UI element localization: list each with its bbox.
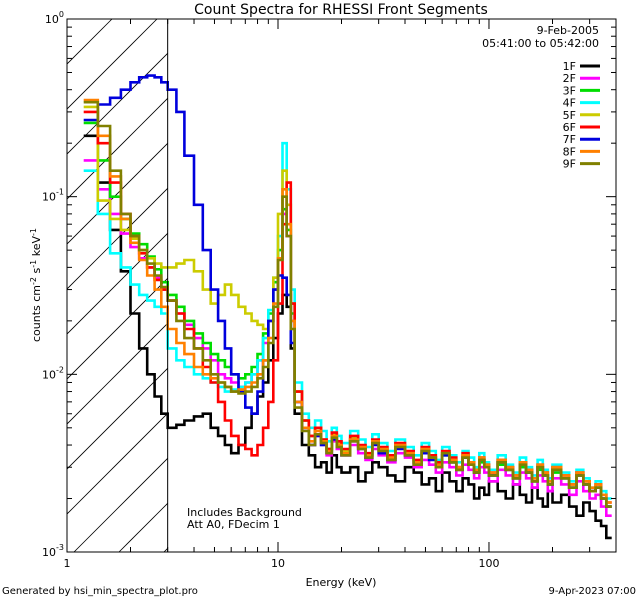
y-tick-label: 10-1 <box>42 188 64 204</box>
series-2F-line <box>83 159 612 517</box>
legend-label-3F: 3F <box>563 84 576 97</box>
date-header: 9-Feb-2005 05:41:00 to 05:42:00 <box>482 24 599 50</box>
x-tick-label: 1 <box>64 557 71 570</box>
y-tick-labels: 100 10-1 10-2 10-3 <box>42 10 64 559</box>
legend-label-4F: 4F <box>563 97 576 110</box>
series-1F-line <box>83 134 612 540</box>
hatch-line <box>67 232 168 335</box>
footer-timestamp: 9-Apr-2023 07:00 <box>548 586 636 597</box>
x-axis-label: Energy (keV) <box>306 576 377 589</box>
footer-generated-by: Generated by hsi_min_spectra_plot.pro <box>2 586 198 597</box>
series-layer <box>83 74 612 540</box>
series-4F-line <box>83 141 612 500</box>
legend-label-2F: 2F <box>563 72 576 85</box>
hatch-line <box>67 412 168 515</box>
hatch-line <box>73 457 168 552</box>
legend-label-5F: 5F <box>563 109 576 122</box>
x-tick-label: 100 <box>478 557 499 570</box>
hatch-line <box>67 19 158 110</box>
hatch-line <box>67 97 168 200</box>
series-9F-line <box>83 100 612 508</box>
annotation-attenuator: Att A0, FDecim 1 <box>187 518 280 531</box>
y-tick-label: 10-2 <box>42 365 64 381</box>
hatch-line <box>67 367 168 470</box>
legend-label-1F: 1F <box>563 60 576 73</box>
header-date: 9-Feb-2005 <box>537 24 599 37</box>
axis-ticks <box>66 18 617 553</box>
annotation-background: Includes Background <box>187 506 302 519</box>
hatch-line <box>67 187 168 290</box>
legend-label-8F: 8F <box>563 145 576 158</box>
x-tick-label: 10 <box>271 557 285 570</box>
chart-title: Count Spectra for RHESSI Front Segments <box>194 2 488 18</box>
y-axis-label: counts cm-2 s-1 keV-1 <box>29 228 43 342</box>
legend-label-7F: 7F <box>563 133 576 146</box>
annotation: Includes Background Att A0, FDecim 1 <box>187 506 302 531</box>
legend-label-9F: 9F <box>563 158 576 171</box>
hatch-line <box>67 277 168 380</box>
y-tick-label: 100 <box>45 10 64 26</box>
y-tick-label: 10-3 <box>42 543 64 559</box>
hatch-line <box>67 142 168 245</box>
hatch-line <box>67 52 168 155</box>
header-time-range: 05:41:00 to 05:42:00 <box>482 37 599 50</box>
x-tick-labels: 1 10 100 <box>64 557 500 570</box>
legend-label-6F: 6F <box>563 121 576 134</box>
